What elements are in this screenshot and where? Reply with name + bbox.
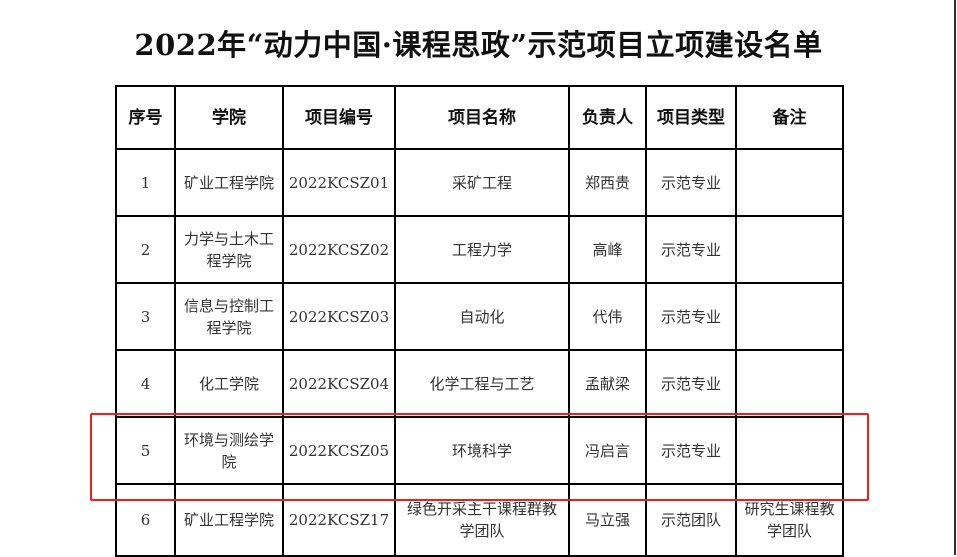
table-cell: 5 [115,416,176,485]
table-cell: 6 [115,483,176,557]
table-cell: 2022KCSZ01 [282,148,396,217]
table-cell: 化工学院 [174,349,284,418]
column-header: 项目名称 [394,85,570,150]
table-row: 5 环境与测绘学院 2022KCSZ05 环境科学 冯启言 示范专业 [115,416,844,485]
table-cell: 力学与土木工程学院 [174,215,284,284]
table-header: 序号 学院 项目编号 项目名称 负责人 项目类型 备注 [115,85,844,150]
page-edge [954,0,956,555]
table-cell [735,282,844,351]
table-cell: 2022KCSZ04 [282,349,396,418]
table-cell: 化学工程与工艺 [394,349,570,418]
column-header: 负责人 [568,85,647,150]
table-cell: 冯启言 [568,416,647,485]
table-cell: 代伟 [568,282,647,351]
table-cell: 2022KCSZ02 [282,215,396,284]
table-cell: 环境科学 [394,416,570,485]
table-cell: 绿色开采主干课程群教学团队 [394,483,570,557]
table-row: 2 力学与土木工程学院 2022KCSZ02 工程力学 高峰 示范专业 [115,215,844,284]
table-cell: 示范专业 [645,215,737,284]
table-cell [735,215,844,284]
document-title: 2022年“动力中国·课程思政”示范项目立项建设名单 [134,28,823,62]
table-cell: 2 [115,215,176,284]
column-header: 备注 [735,85,844,150]
table-row: 1 矿业工程学院 2022KCSZ01 采矿工程 郑西贵 示范专业 [115,148,844,217]
table-cell: 孟献梁 [568,349,647,418]
column-header: 序号 [115,85,176,150]
table-cell: 自动化 [394,282,570,351]
table-cell: 信息与控制工程学院 [174,282,284,351]
column-header: 项目编号 [282,85,396,150]
table-cell: 2022KCSZ03 [282,282,396,351]
table-cell: 采矿工程 [394,148,570,217]
table-cell: 马立强 [568,483,647,557]
table-cell: 3 [115,282,176,351]
table-cell [735,148,844,217]
table-cell: 2022KCSZ05 [282,416,396,485]
table-cell: 高峰 [568,215,647,284]
table-cell: 示范专业 [645,148,737,217]
table-cell: 示范专业 [645,282,737,351]
table-cell: 4 [115,349,176,418]
table-row: 3 信息与控制工程学院 2022KCSZ03 自动化 代伟 示范专业 [115,282,844,351]
column-header: 项目类型 [645,85,737,150]
table-cell: 郑西贵 [568,148,647,217]
table-cell: 1 [115,148,176,217]
table-cell: 工程力学 [394,215,570,284]
column-header: 学院 [174,85,284,150]
table-row: 6 矿业工程学院 2022KCSZ17 绿色开采主干课程群教学团队 马立强 示范团队 研究生… [115,483,844,557]
table-cell: 研究生课程教学团队 [735,483,844,557]
table-cell: 示范团队 [645,483,737,557]
table-cell [735,349,844,418]
table-cell: 环境与测绘学院 [174,416,284,485]
table-cell: 示范专业 [645,349,737,418]
project-table: 序号 学院 项目编号 项目名称 负责人 项目类型 备注 1 矿业工程学院 2022KCSZ01 采… [115,85,844,557]
table-cell: 矿业工程学院 [174,148,284,217]
table-row: 4 化工学院 2022KCSZ04 化学工程与工艺 孟献梁 示范专业 [115,349,844,418]
table-cell [735,416,844,485]
table-cell: 2022KCSZ17 [282,483,396,557]
table-cell: 示范专业 [645,416,737,485]
table-cell: 矿业工程学院 [174,483,284,557]
